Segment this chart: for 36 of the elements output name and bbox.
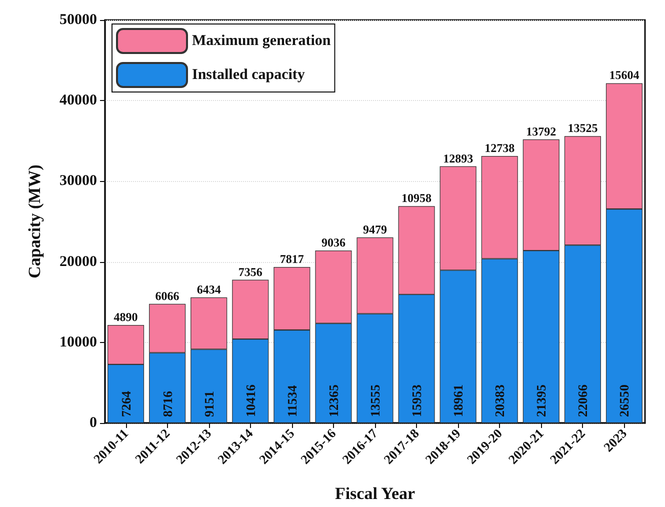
data-label: 26550 (616, 384, 632, 417)
data-label: 13525 (568, 121, 598, 136)
data-label: 6434 (196, 282, 221, 296)
data-label: 10958 (402, 191, 432, 206)
data-label: 4890 (114, 310, 138, 324)
data-label: 15953 (409, 384, 424, 417)
data-label: 21395 (534, 384, 549, 417)
data-label: 12738 (484, 141, 515, 156)
data-label: 13555 (368, 384, 382, 417)
data-label: 7356 (238, 264, 262, 279)
y-axis-title: Capacity (MW) (25, 164, 44, 278)
data-label: 22066 (575, 384, 590, 417)
data-label: 9479 (363, 222, 387, 236)
data-label: 9151 (201, 391, 216, 417)
data-label: 7264 (118, 390, 134, 417)
legend-label: Installed capacity (192, 67, 306, 83)
y-tick-label: 40000 (60, 92, 97, 109)
y-tick-label: 10000 (60, 334, 97, 350)
y-tick-label: 30000 (60, 173, 97, 190)
data-label: 12893 (443, 151, 474, 166)
data-label: 7817 (280, 252, 304, 266)
data-label: 20383 (492, 384, 508, 417)
y-tick-label: 50000 (60, 12, 97, 28)
legend-label: Maximum generation (192, 33, 332, 49)
data-label: 8716 (160, 390, 175, 417)
data-label: 10416 (242, 384, 258, 417)
y-tick-label: 0 (90, 415, 97, 431)
data-label: 6066 (155, 288, 180, 303)
data-label: 11534 (284, 384, 300, 417)
data-label: 12365 (326, 384, 341, 417)
x-axis-title: Fiscal Year (334, 484, 416, 503)
y-tick-label: 20000 (60, 254, 97, 270)
data-label: 15604 (609, 68, 640, 82)
data-label: 13792 (526, 124, 556, 138)
data-label: 18961 (450, 384, 466, 417)
data-label: 9036 (321, 236, 346, 250)
